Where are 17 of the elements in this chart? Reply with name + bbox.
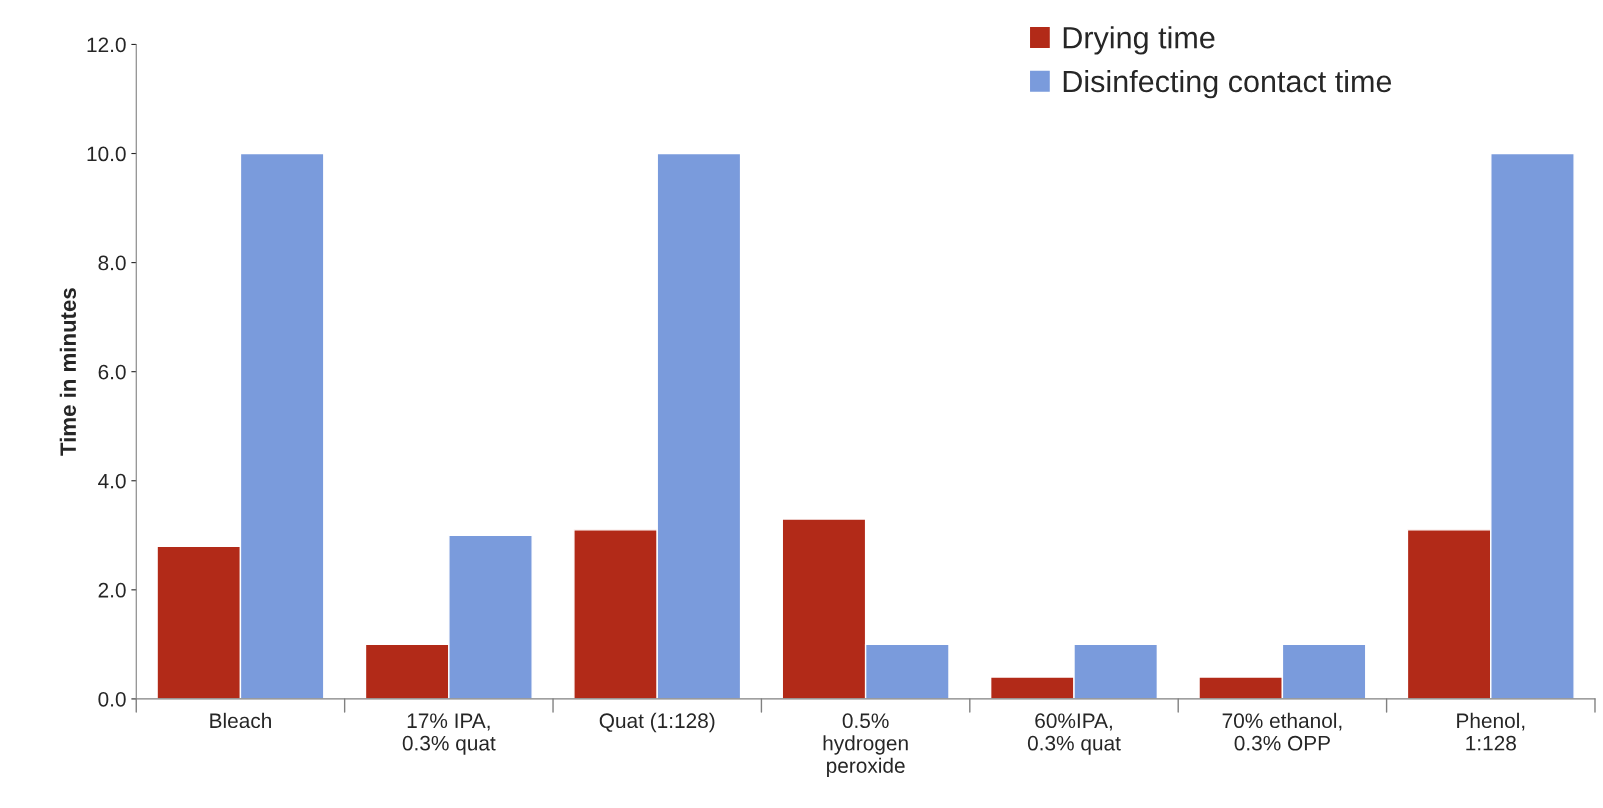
- x-tick-label: 17% IPA, 0.3% quat: [402, 713, 496, 755]
- x-tick-label: 70% ethanol, 0.3% OPP: [1222, 712, 1342, 751]
- legend-label: Disinfecting contact time: [1063, 69, 1392, 99]
- x-tick-label: 60%IPA, 0.3% quat: [1027, 713, 1121, 755]
- y-tick-label: 4.0: [98, 473, 126, 489]
- legend-label: Drying time: [1063, 26, 1215, 55]
- x-tick-label: 0.5% hydrogen peroxide: [823, 713, 908, 778]
- x-tick-label: Phenol, 1:128: [1457, 712, 1525, 751]
- y-axis-title: Time in minutes: [59, 288, 77, 456]
- y-tick-label: 0.0: [98, 691, 126, 707]
- y-tick-label: 2.0: [98, 582, 126, 598]
- y-tick-label: 10.0: [87, 146, 126, 162]
- x-tick-label: Quat (1:128): [599, 712, 715, 733]
- y-tick-label: 6.0: [98, 364, 126, 380]
- y-tick-label: 12.0: [87, 37, 126, 53]
- y-tick-label: 8.0: [98, 255, 126, 271]
- x-tick-label: Bleach: [210, 712, 271, 729]
